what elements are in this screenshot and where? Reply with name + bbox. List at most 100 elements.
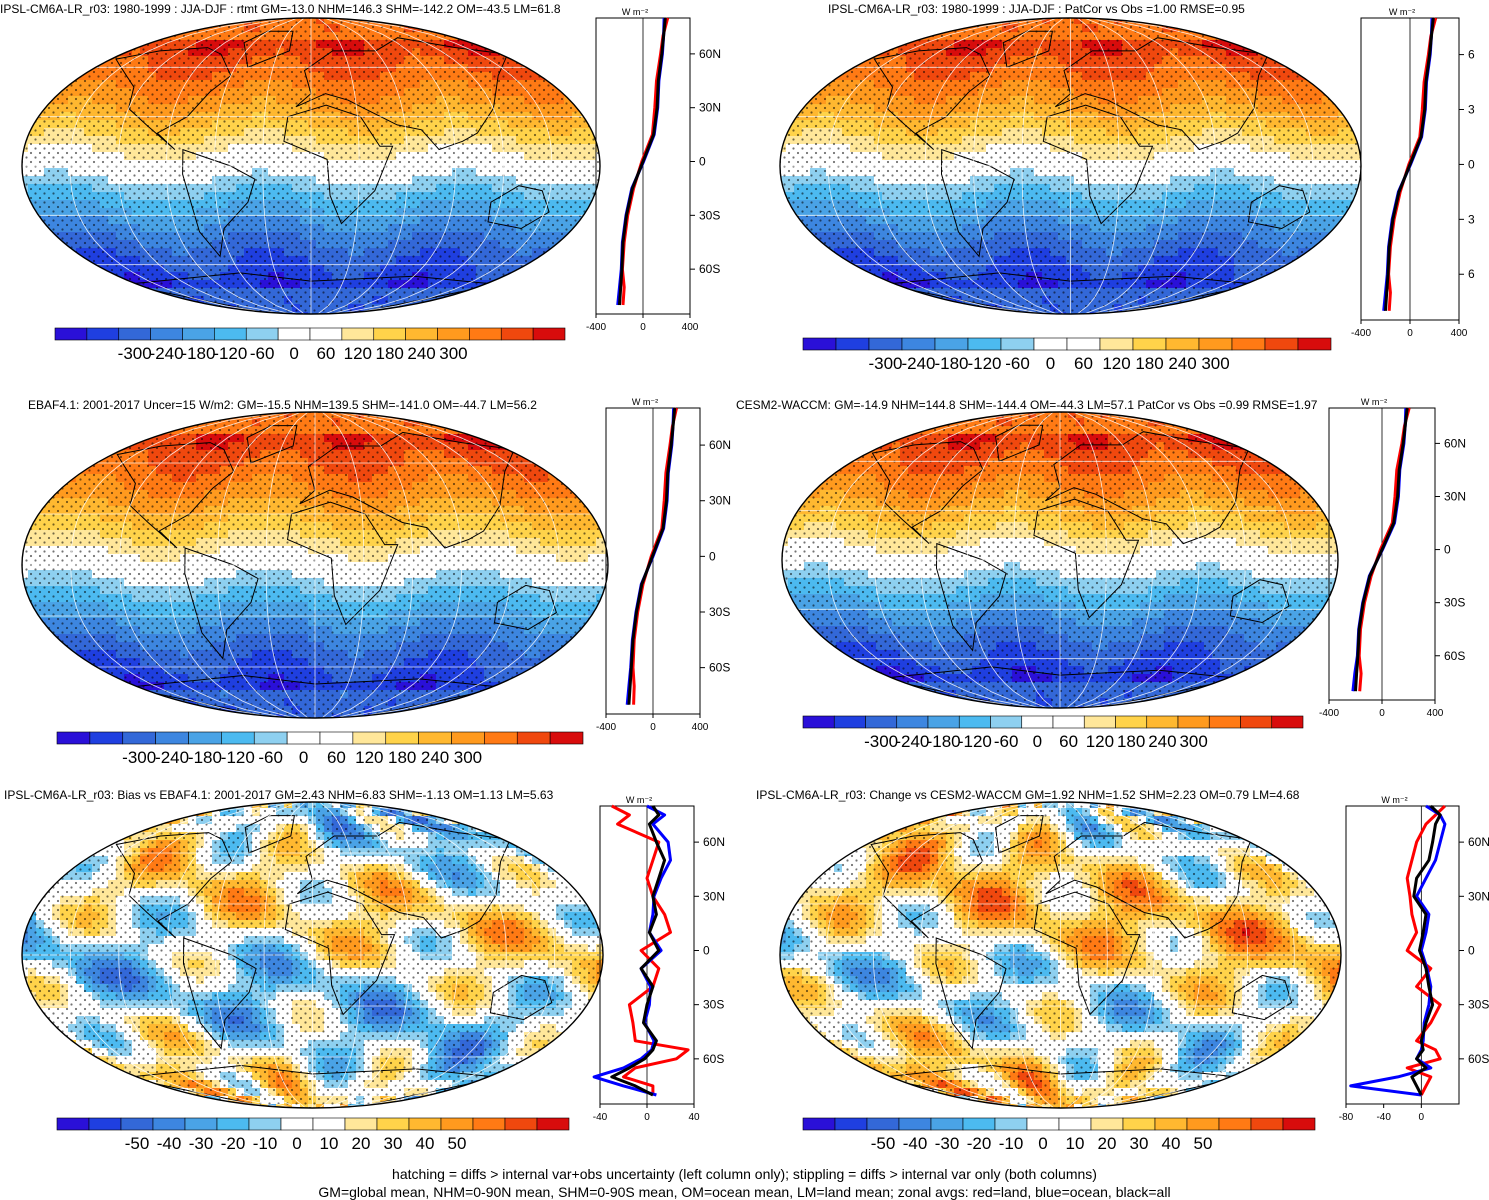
colorbar-tick-label: 120	[1086, 732, 1114, 751]
x-tick-label: 0	[1419, 1112, 1425, 1123]
colorbar-tick-label: -20	[221, 1134, 246, 1153]
colorbar-swatch	[182, 327, 215, 341]
colorbar-swatch	[88, 1117, 122, 1131]
panel-title: EBAF4.1: 2001-2017 Uncer=15 W/m2: GM=-15…	[28, 398, 537, 412]
colorbar-swatch	[1033, 337, 1068, 351]
colorbar-swatch	[89, 731, 124, 745]
colorbar-swatch	[958, 715, 991, 729]
lat-tick-label: 0	[703, 943, 710, 957]
colorbar-swatch	[1271, 715, 1304, 729]
colorbar-tick-label: -30	[935, 1134, 960, 1153]
colorbar-swatch	[1090, 1117, 1124, 1131]
colorbar-swatch	[385, 731, 419, 745]
colorbar-tick-label: -50	[125, 1134, 150, 1153]
colorbar-tick-label: 0	[1038, 1134, 1047, 1153]
colorbar-swatch	[802, 715, 835, 729]
colorbar-tick-label: -300	[118, 344, 152, 363]
colorbar-swatch	[418, 731, 452, 745]
x-tick-label: 400	[692, 722, 709, 733]
colorbar-tick-label: 60	[327, 748, 346, 767]
x-tick-label: 0	[1379, 708, 1385, 719]
colorbar-tick-label: 300	[439, 344, 467, 363]
colorbar-swatch	[280, 1117, 314, 1131]
coastline	[935, 937, 1007, 1050]
colorbar-swatch	[56, 1117, 90, 1131]
colorbar: -300-240-180-120 -60 0 60 120 180 240 300	[56, 731, 584, 767]
colorbar-swatch	[1198, 337, 1233, 351]
colorbar-swatch	[120, 1117, 154, 1131]
coastline	[1002, 30, 1053, 68]
colorbar-swatch	[86, 327, 120, 341]
colorbar-swatch	[469, 327, 502, 341]
zonal-line-all	[618, 17, 667, 306]
colorbar-tick-label: -30	[189, 1134, 214, 1153]
unit-label: W m⁻²	[622, 7, 648, 17]
colorbar-swatch	[532, 327, 566, 341]
colorbar-swatch	[188, 731, 222, 745]
colorbar-tick-label: -50	[871, 1134, 896, 1153]
coastline	[244, 815, 295, 854]
x-tick-label: -400	[596, 722, 616, 733]
zonal-mean-plot: W m⁻² 60N 30N 0 30S 60S -400 0 400	[1319, 397, 1466, 719]
colorbar-tick-label: 0	[299, 748, 308, 767]
colorbar-swatch	[1026, 1117, 1060, 1131]
coastline	[1231, 974, 1293, 1021]
colorbar-swatch	[865, 715, 898, 729]
colorbar-tick-label: -240	[901, 354, 935, 373]
colorbar-swatch	[500, 327, 534, 341]
colorbar-swatch	[866, 1117, 900, 1131]
colorbar-swatch	[1264, 337, 1299, 351]
lat-tick-label: 60N	[709, 438, 731, 452]
colorbar-tick-label: -180	[934, 354, 968, 373]
colorbar-tick-label: -180	[181, 344, 215, 363]
colorbar-swatch	[214, 327, 247, 341]
colorbar-swatch	[504, 1117, 538, 1131]
colorbar-swatch	[440, 1117, 474, 1131]
colorbar-swatch	[451, 731, 485, 745]
map	[779, 801, 1342, 1109]
colorbar: -300-240-180-120 -60 0 60 120 180 240 300	[54, 327, 566, 363]
lat-tick-label: 3	[1468, 103, 1475, 117]
map	[779, 17, 1362, 315]
colorbar-swatch	[184, 1117, 218, 1131]
colorbar-tick-label: -120	[213, 344, 247, 363]
colorbar-tick-label: 180	[1117, 732, 1145, 751]
colorbar-swatch	[344, 1117, 378, 1131]
zonal-line-all	[1384, 17, 1435, 311]
colorbar-swatch	[901, 337, 936, 351]
lat-tick-label: 0	[709, 549, 716, 563]
x-tick-label: 0	[640, 322, 646, 333]
colorbar: -50 -40 -30 -20 -10 0 10 20 30 40 50	[802, 1117, 1316, 1153]
colorbar-swatch	[1066, 337, 1101, 351]
colorbar-tick-label: 300	[1179, 732, 1207, 751]
unit-label: W m⁻²	[626, 795, 652, 805]
coastline	[116, 442, 235, 549]
colorbar-swatch	[1083, 715, 1116, 729]
coastline	[246, 425, 298, 464]
unit-label: W m⁻²	[1361, 397, 1387, 407]
x-tick-label: 0	[650, 722, 656, 733]
colorbar-swatch	[352, 731, 387, 745]
coastline	[1033, 498, 1140, 619]
lat-tick-label: 6	[1468, 48, 1475, 62]
colorbar-tick-label: -60	[258, 748, 283, 767]
colorbar-swatch	[319, 731, 354, 745]
colorbar-swatch	[967, 337, 1002, 351]
coastline	[879, 1064, 1242, 1108]
colorbar-tick-label: 60	[316, 344, 335, 363]
colorbar-tick-label: -300	[864, 732, 898, 751]
colorbar-tick-label: 10	[320, 1134, 339, 1153]
lat-tick-label: 60S	[1468, 1052, 1489, 1066]
coastline	[243, 30, 294, 68]
colorbar-tick-label: 40	[1162, 1134, 1181, 1153]
colorbar-swatch	[341, 327, 375, 341]
colorbar-tick-label: 60	[1074, 354, 1093, 373]
zonal-mean-plot: W m⁻² 60N 30N 0 30S 60S -400 0 400	[596, 397, 731, 733]
lat-tick-label: 30S	[699, 208, 720, 222]
colorbar-tick-label: -60	[994, 732, 1019, 751]
lat-tick-label: 30N	[709, 494, 731, 508]
coastline	[873, 47, 991, 150]
colorbar-swatch	[934, 337, 969, 351]
coastline	[283, 104, 394, 225]
unit-label: W m⁻²	[632, 397, 658, 407]
